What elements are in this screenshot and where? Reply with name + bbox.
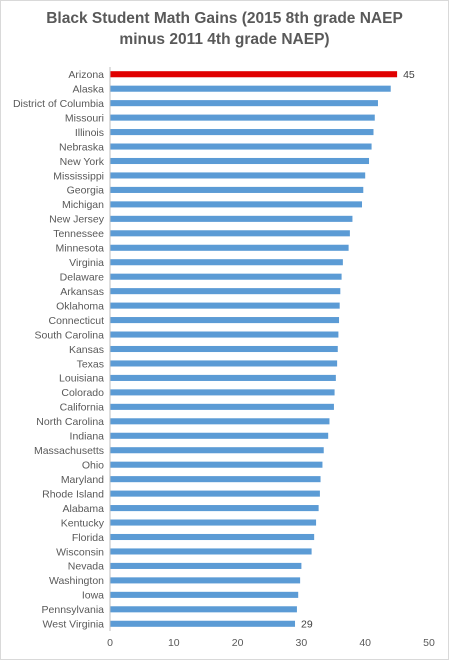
bar-district-of-columbia xyxy=(110,100,378,107)
x-tick-label: 0 xyxy=(107,637,113,649)
bar-washington xyxy=(110,577,301,584)
bar-louisiana xyxy=(110,374,336,381)
bar-north-carolina xyxy=(110,418,330,425)
category-label: District of Columbia xyxy=(13,98,104,110)
bar-texas xyxy=(110,360,338,367)
category-label: Ohio xyxy=(82,459,104,471)
bar-new-york xyxy=(110,157,370,165)
category-label: Delaware xyxy=(60,271,105,283)
category-label: Minnesota xyxy=(56,243,105,255)
bar-new-jersey xyxy=(110,215,353,222)
x-tick-label: 30 xyxy=(296,637,308,649)
category-label: Maryland xyxy=(61,474,104,486)
category-label: Virginia xyxy=(69,257,104,269)
category-label: South Carolina xyxy=(35,329,105,341)
bar-arizona xyxy=(110,71,398,78)
bar-kentucky xyxy=(110,519,317,526)
category-label: Wisconsin xyxy=(56,546,104,558)
category-label: Texas xyxy=(77,358,104,370)
bar-oklahoma xyxy=(110,302,340,309)
bar-delaware xyxy=(110,273,342,280)
bar-alaska xyxy=(110,85,391,92)
category-label: Kentucky xyxy=(61,517,105,529)
bar-west-virginia xyxy=(110,620,296,627)
category-label: Connecticut xyxy=(49,315,105,327)
category-label: Washington xyxy=(49,575,104,587)
category-label: Pennsylvania xyxy=(42,604,105,616)
bar-virginia xyxy=(110,259,343,266)
x-tick-label: 40 xyxy=(359,637,371,649)
category-label: West Virginia xyxy=(43,619,105,631)
category-label: Illinois xyxy=(75,127,104,139)
category-label: Arkansas xyxy=(60,286,104,298)
chart-title: Black Student Math Gains (2015 8th grade… xyxy=(0,8,449,50)
category-label: Florida xyxy=(72,532,104,544)
bar-michigan xyxy=(110,201,363,208)
bar-connecticut xyxy=(110,317,340,324)
category-label: Massachusetts xyxy=(34,445,104,457)
x-tick-label: 10 xyxy=(168,637,180,649)
bar-tennessee xyxy=(110,230,350,237)
bar-wisconsin xyxy=(110,548,312,555)
data-label: 45 xyxy=(403,69,415,81)
bar-alabama xyxy=(110,505,319,512)
category-label: New York xyxy=(60,156,105,168)
data-label: 29 xyxy=(301,619,313,631)
bar-nevada xyxy=(110,562,302,569)
bar-iowa xyxy=(110,591,299,598)
bar-rhode-island xyxy=(110,490,320,497)
bar-california xyxy=(110,403,334,410)
category-label: Alaska xyxy=(72,83,104,95)
category-label: Indiana xyxy=(70,431,105,443)
x-tick-label: 50 xyxy=(423,637,435,649)
category-label: Iowa xyxy=(82,590,104,602)
category-label: Alabama xyxy=(63,503,105,515)
category-label: Mississippi xyxy=(53,170,104,182)
category-label: Michigan xyxy=(62,199,104,211)
category-label: Rhode Island xyxy=(42,488,104,500)
category-label: Oklahoma xyxy=(56,300,104,312)
chart-title-line1: Black Student Math Gains (2015 8th grade… xyxy=(46,10,403,27)
bar-south-carolina xyxy=(110,331,339,338)
bar-pennsylvania xyxy=(110,606,297,613)
bar-nebraska xyxy=(110,143,372,150)
bar-georgia xyxy=(110,186,364,193)
bar-maryland xyxy=(110,476,321,483)
bar-arkansas xyxy=(110,288,341,295)
category-label: Missouri xyxy=(65,112,104,124)
x-tick-label: 20 xyxy=(232,637,244,649)
bar-indiana xyxy=(110,432,329,439)
category-label: Arizona xyxy=(68,69,104,81)
category-label: Tennessee xyxy=(53,228,104,240)
bar-massachusetts xyxy=(110,447,324,454)
category-label: Nevada xyxy=(68,561,104,573)
category-label: Nebraska xyxy=(59,141,104,153)
bar-missouri xyxy=(110,114,375,121)
category-label: Georgia xyxy=(67,185,105,197)
category-label: Louisiana xyxy=(59,373,104,385)
bar-illinois xyxy=(110,129,374,136)
bar-florida xyxy=(110,533,315,541)
category-label: New Jersey xyxy=(49,214,105,226)
bar-minnesota xyxy=(110,244,349,251)
category-label: Colorado xyxy=(61,387,104,399)
chart-title-line2: minus 2011 4th grade NAEP) xyxy=(119,31,330,48)
bar-mississippi xyxy=(110,172,366,179)
bar-colorado xyxy=(110,389,335,396)
category-label: California xyxy=(60,402,105,414)
category-label: North Carolina xyxy=(36,416,104,428)
bar-kansas xyxy=(110,345,338,353)
bar-ohio xyxy=(110,461,323,468)
category-label: Kansas xyxy=(69,344,104,356)
